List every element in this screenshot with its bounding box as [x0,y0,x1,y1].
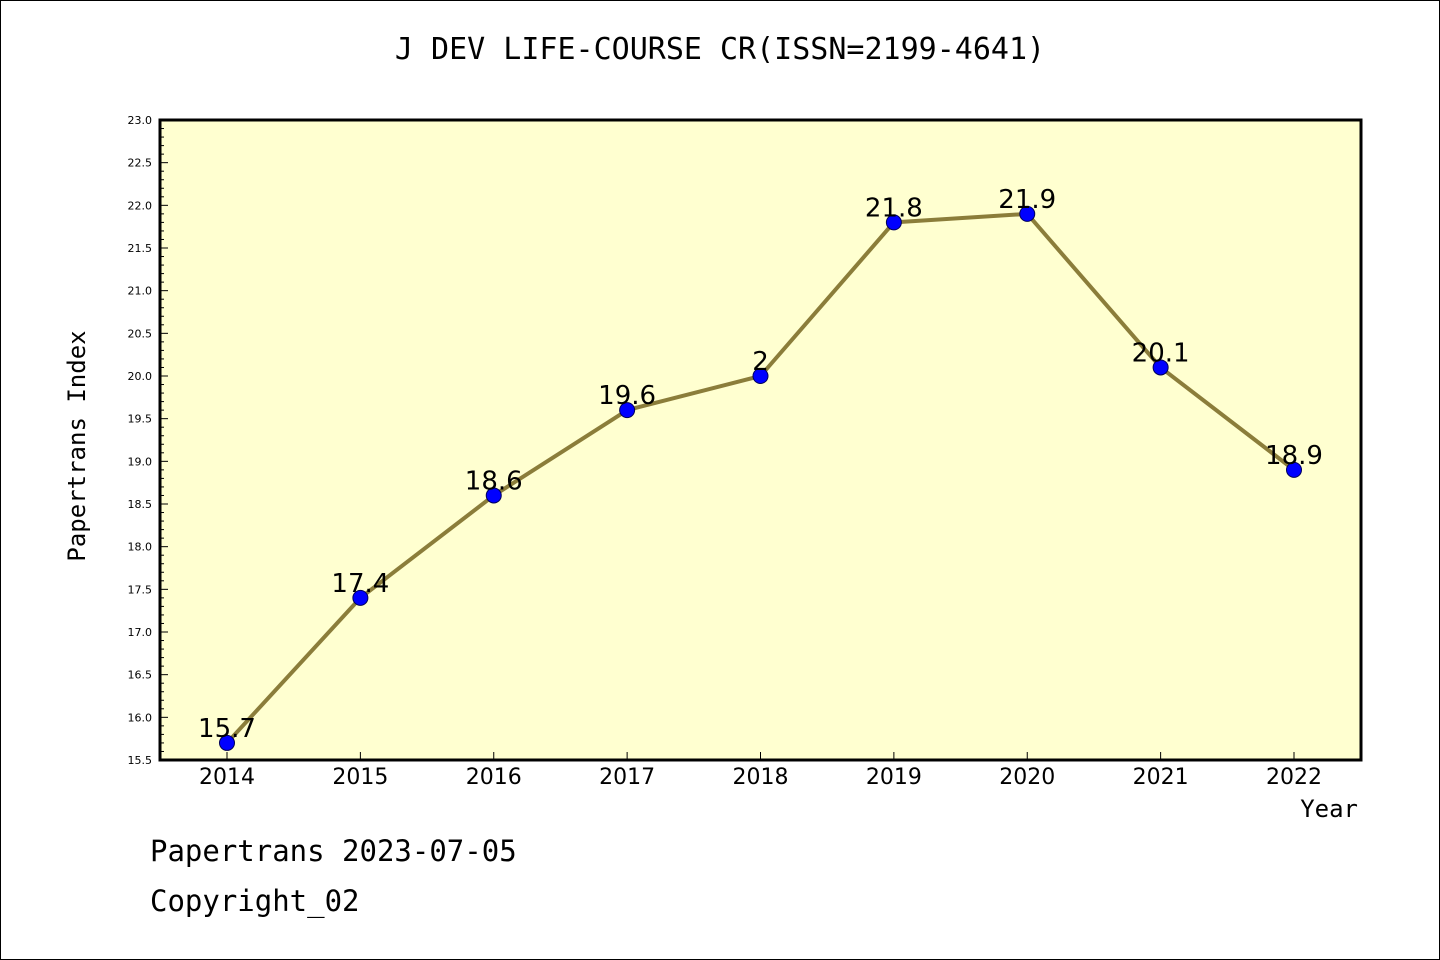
x-tick-label: 2017 [599,765,655,790]
data-point [619,402,636,419]
y-axis-label: Papertrans Index [63,330,91,562]
y-tick-label: 17.5 [128,583,153,596]
x-tick-label: 2019 [866,765,922,790]
data-point [1152,359,1169,376]
x-axis-ticks: 2014 2015 2016 2017 2018 2019 2020 2021 2022 [199,752,1322,790]
x-tick-label: 2015 [332,765,388,790]
x-tick-label: 2018 [733,765,789,790]
data-point [1286,461,1302,478]
footer-source-date: Papertrans 2023-07-05 [150,834,517,868]
data-label: 19.6 [598,381,656,411]
chart-title: J DEV LIFE-COURSE CR(ISSN=2199-4641) [394,32,1046,67]
y-tick-label: 19.5 [128,413,153,426]
data-point [752,368,769,384]
y-axis-ticks: 15.5 16.0 16.5 17.0 17.5 18.0 18.5 19.0 19.5 20.0… [128,114,168,767]
data-label: 17.4 [331,569,389,599]
x-tick-label: 2021 [1133,765,1189,790]
y-tick-label: 18.0 [128,541,153,554]
data-label: 21.9 [998,185,1056,215]
plot-area [158,118,1363,762]
data-label: 20.1 [1132,338,1190,368]
x-tick-label: 2020 [999,765,1055,790]
x-tick-label: 2016 [466,765,522,790]
data-label: 21.8 [865,193,923,223]
y-tick-label: 16.5 [128,669,153,682]
y-tick-label: 21.0 [128,285,153,298]
data-point [219,734,235,751]
footer-copyright: Copyright_02 [150,884,360,918]
data-label: 15.7 [198,714,256,744]
y-tick-label: 22.0 [128,199,153,212]
x-tick-label: 2014 [199,765,255,790]
data-labels: 15.7 17.4 18.6 19.6 2 21.8 21.9 20.1 18.9 [198,185,1323,744]
y-tick-label: 18.5 [128,498,153,511]
data-point [485,487,502,504]
y-tick-label: 20.0 [128,370,153,383]
data-label: 18.6 [465,466,523,496]
data-point [885,214,902,231]
y-tick-label: 17.0 [128,626,153,639]
y-tick-label: 23.0 [128,114,153,127]
y-tick-label: 16.0 [128,711,153,724]
data-label: 18.9 [1265,441,1323,471]
data-point [352,589,369,606]
y-tick-label: 20.5 [128,327,153,340]
y-tick-label: 22.5 [128,157,153,170]
data-label: 2 [752,347,769,377]
y-tick-label: 21.5 [128,242,153,255]
x-tick-label: 2022 [1266,765,1322,790]
y-tick-label: 19.0 [128,455,153,468]
series-markers [219,205,1302,751]
x-axis-label: Year [1300,795,1358,823]
data-point [1019,205,1036,222]
y-tick-label: 15.5 [128,754,153,767]
